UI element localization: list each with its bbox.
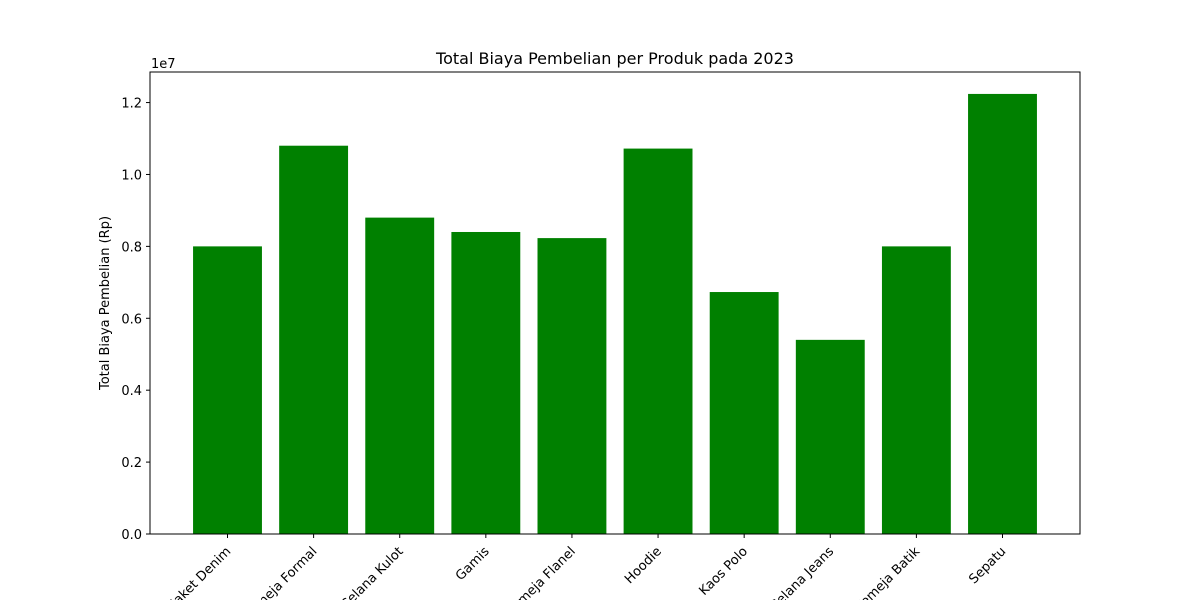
x-axis-ticks: Jaket Denim Kemeja Formal Celana Kulot Gami… <box>167 534 1009 604</box>
y-tick-label: 0.6 <box>121 312 142 327</box>
x-tick-label: Kemeja Formal <box>242 544 321 600</box>
plot-area-frame <box>149 71 1081 535</box>
bar-kemeja-formal <box>279 145 349 534</box>
bar-kemeja-batik <box>881 246 951 534</box>
bar-sepatu <box>968 93 1037 534</box>
bar-jaket-denim <box>193 246 262 534</box>
x-tick-label: Kemeja Flanel <box>504 544 579 600</box>
bar-celana-jeans <box>795 339 865 534</box>
y-tick-label: 1.2 <box>121 97 142 112</box>
x-tick-label: Hoodie <box>622 544 665 587</box>
y-axis-offset-label: 1e7 <box>151 57 176 72</box>
y-tick-label: 0.8 <box>121 240 142 255</box>
x-tick-label: Kaos Polo <box>697 544 751 598</box>
x-tick-label: Jaket Denim <box>167 544 234 600</box>
y-tick-label: 1.0 <box>121 168 142 183</box>
x-tick-label: Gamis <box>453 544 493 584</box>
y-tick-label: 0.0 <box>121 528 142 543</box>
y-axis-title: Total Biaya Pembelian (Rp) <box>98 216 113 391</box>
bar-kemeja-flanel <box>537 238 607 534</box>
x-tick-label: Celana Kulot <box>338 544 406 600</box>
bar-hoodie <box>623 148 693 534</box>
y-tick-label: 0.4 <box>121 384 142 399</box>
y-tick-label: 0.2 <box>121 456 142 471</box>
chart-title: Total Biaya Pembelian per Produk pada 20… <box>435 49 794 68</box>
x-tick-label: Kemeja Batik <box>852 544 923 600</box>
bar-kaos-polo <box>709 292 779 534</box>
y-axis-ticks: 0.0 0.2 0.4 0.6 0.8 1.0 1.2 <box>121 97 150 543</box>
x-tick-label: Celana Jeans <box>767 544 837 600</box>
bar-celana-kulot <box>365 217 435 534</box>
bar-gamis <box>451 231 521 534</box>
x-tick-label: Sepatu <box>966 544 1009 587</box>
bars-layer <box>193 93 1037 534</box>
